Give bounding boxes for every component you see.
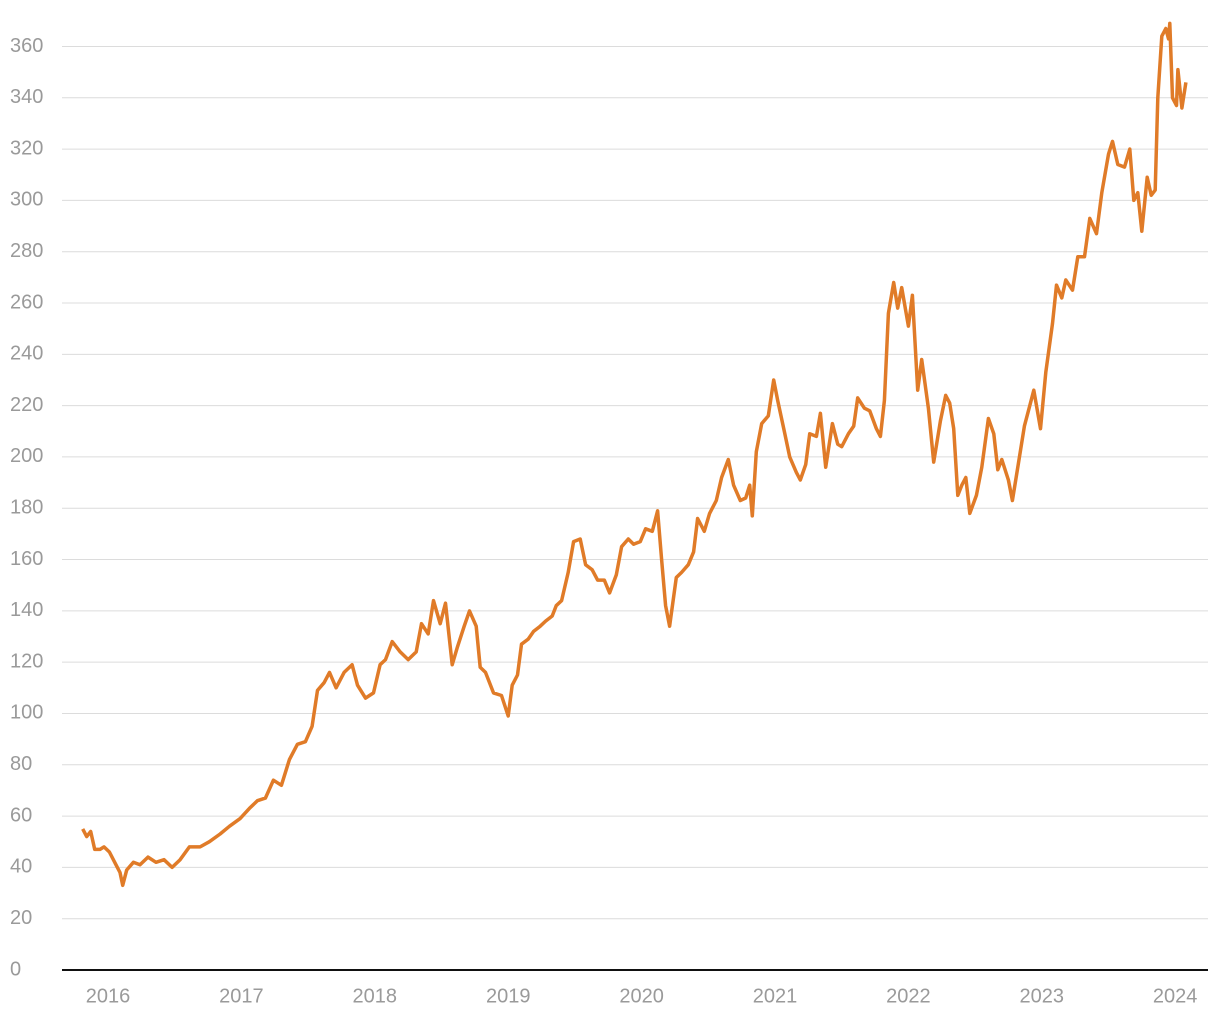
y-tick-label: 340 (10, 86, 43, 108)
y-tick-label: 240 (10, 343, 43, 365)
x-tick-label: 2023 (1020, 985, 1065, 1007)
x-tick-label: 2016 (86, 985, 131, 1007)
y-tick-label: 280 (10, 240, 43, 262)
y-tick-label: 160 (10, 548, 43, 570)
x-tick-label: 2017 (219, 985, 264, 1007)
x-tick-label: 2021 (753, 985, 798, 1007)
y-tick-label: 0 (10, 958, 21, 980)
y-tick-label: 200 (10, 445, 43, 467)
x-tick-label: 2020 (619, 985, 664, 1007)
y-tick-label: 40 (10, 856, 32, 878)
y-tick-label: 320 (10, 137, 43, 159)
price-line (81, 21, 1188, 888)
y-tick-label: 140 (10, 599, 43, 621)
x-tick-label: 2019 (486, 985, 531, 1007)
y-tick-label: 180 (10, 497, 43, 519)
x-tick-label: 2022 (886, 985, 931, 1007)
y-tick-label: 80 (10, 753, 32, 775)
y-tick-label: 60 (10, 804, 32, 826)
y-tick-label: 120 (10, 650, 43, 672)
y-tick-label: 220 (10, 394, 43, 416)
y-tick-label: 360 (10, 35, 43, 57)
x-tick-label: 2024 (1153, 985, 1198, 1007)
y-tick-label: 260 (10, 291, 43, 313)
x-tick-label: 2018 (353, 985, 398, 1007)
y-tick-label: 100 (10, 702, 43, 724)
y-tick-label: 20 (10, 907, 32, 929)
y-tick-label: 300 (10, 189, 43, 211)
